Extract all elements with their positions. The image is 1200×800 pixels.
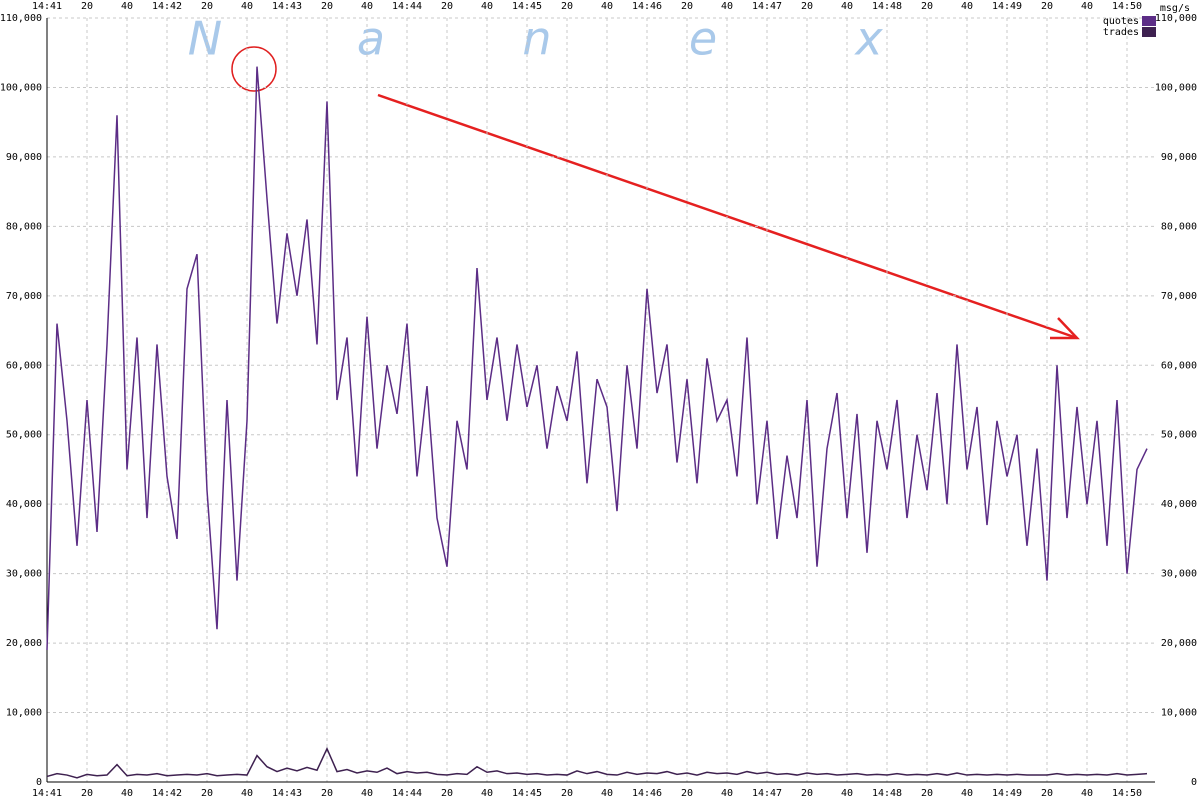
x-tick-label: 40 bbox=[121, 788, 133, 799]
x-tick-label: 40 bbox=[961, 788, 973, 799]
line-trades bbox=[46, 746, 1148, 779]
x-tick-label: 14:45 bbox=[512, 788, 542, 799]
y-tick-label: 110,000 bbox=[0, 13, 42, 24]
x-tick-label: 14:46 bbox=[632, 788, 662, 799]
y-tick-label-right: 80,000 bbox=[1161, 221, 1197, 232]
x-tick-label: 40 bbox=[481, 788, 493, 799]
y-axis-label: msg/s bbox=[1160, 3, 1190, 14]
y-tick-label-right: 110,000 bbox=[1155, 13, 1197, 24]
y-tick-label: 60,000 bbox=[6, 360, 42, 371]
x-tick-label-top: 14:43 bbox=[272, 1, 302, 12]
x-tick-label-top: 14:47 bbox=[752, 1, 782, 12]
y-tick-label: 10,000 bbox=[6, 708, 42, 719]
x-tick-label-top: 14:48 bbox=[872, 1, 902, 12]
x-tick-label: 14:48 bbox=[872, 788, 902, 799]
x-tick-label-top: 40 bbox=[1081, 1, 1093, 12]
x-tick-label-top: 40 bbox=[721, 1, 733, 12]
y-tick-label-right: 20,000 bbox=[1161, 638, 1197, 649]
x-tick-label-top: 14:41 bbox=[32, 1, 62, 12]
x-tick-label-top: 20 bbox=[201, 1, 213, 12]
highlight-circle bbox=[231, 46, 277, 92]
y-tick-label-right: 30,000 bbox=[1161, 569, 1197, 580]
x-tick-label-top: 14:44 bbox=[392, 1, 422, 12]
x-tick-label: 14:41 bbox=[32, 788, 62, 799]
x-tick-label-top: 14:46 bbox=[632, 1, 662, 12]
legend-label: trades bbox=[1103, 27, 1139, 38]
arrow-head bbox=[1050, 317, 1080, 340]
y-tick-label: 30,000 bbox=[6, 569, 42, 580]
x-tick-label: 20 bbox=[201, 788, 213, 799]
y-tick-label: 40,000 bbox=[6, 499, 42, 510]
line-quotes bbox=[46, 66, 1148, 651]
x-tick-label-top: 20 bbox=[1041, 1, 1053, 12]
y-tick-label-right: 60,000 bbox=[1161, 360, 1197, 371]
y-tick-label: 20,000 bbox=[6, 638, 42, 649]
x-tick-label-top: 20 bbox=[681, 1, 693, 12]
y-tick-label-right: 0 bbox=[1191, 777, 1197, 788]
x-tick-label: 40 bbox=[721, 788, 733, 799]
x-tick-label: 40 bbox=[601, 788, 613, 799]
x-tick-label-top: 14:49 bbox=[992, 1, 1022, 12]
x-tick-label: 40 bbox=[241, 788, 253, 799]
x-tick-label: 14:42 bbox=[152, 788, 182, 799]
legend-label: quotes bbox=[1103, 16, 1139, 27]
x-tick-label-top: 14:42 bbox=[152, 1, 182, 12]
y-tick-label: 50,000 bbox=[6, 430, 42, 441]
y-tick-label-right: 90,000 bbox=[1161, 152, 1197, 163]
x-tick-label: 14:49 bbox=[992, 788, 1022, 799]
x-tick-label-top: 20 bbox=[801, 1, 813, 12]
x-tick-label: 20 bbox=[921, 788, 933, 799]
x-tick-label-top: 40 bbox=[841, 1, 853, 12]
x-tick-label-top: 40 bbox=[961, 1, 973, 12]
y-tick-label: 80,000 bbox=[6, 221, 42, 232]
x-tick-label: 20 bbox=[801, 788, 813, 799]
y-tick-label: 90,000 bbox=[6, 152, 42, 163]
x-tick-label: 20 bbox=[561, 788, 573, 799]
x-tick-label-top: 40 bbox=[481, 1, 493, 12]
watermark-letter: N bbox=[188, 12, 222, 66]
x-tick-label-top: 20 bbox=[561, 1, 573, 12]
y-tick-label-right: 100,000 bbox=[1155, 82, 1197, 93]
watermark-letter: e bbox=[689, 12, 717, 66]
y-tick-label-right: 40,000 bbox=[1161, 499, 1197, 510]
x-tick-label-top: 20 bbox=[321, 1, 333, 12]
x-tick-label: 14:43 bbox=[272, 788, 302, 799]
y-tick-label: 100,000 bbox=[0, 82, 42, 93]
y-tick-label: 0 bbox=[36, 777, 42, 788]
x-tick-label: 20 bbox=[441, 788, 453, 799]
y-tick-label: 70,000 bbox=[6, 291, 42, 302]
watermark-letter: a bbox=[357, 12, 385, 66]
x-tick-label-top: 40 bbox=[121, 1, 133, 12]
x-tick-label-top: 40 bbox=[241, 1, 253, 12]
y-tick-label-right: 50,000 bbox=[1161, 430, 1197, 441]
x-tick-label-top: 20 bbox=[441, 1, 453, 12]
x-tick-label: 40 bbox=[841, 788, 853, 799]
x-tick-label: 20 bbox=[81, 788, 93, 799]
x-tick-label: 14:44 bbox=[392, 788, 422, 799]
x-tick-label: 40 bbox=[361, 788, 373, 799]
x-tick-label: 14:47 bbox=[752, 788, 782, 799]
x-tick-label: 20 bbox=[1041, 788, 1053, 799]
x-tick-label-top: 40 bbox=[361, 1, 373, 12]
legend-swatch bbox=[1142, 16, 1156, 26]
x-tick-label-top: 14:50 bbox=[1112, 1, 1142, 12]
x-tick-label-top: 14:45 bbox=[512, 1, 542, 12]
x-tick-label: 14:50 bbox=[1112, 788, 1142, 799]
x-tick-label: 40 bbox=[1081, 788, 1093, 799]
x-tick-label-top: 40 bbox=[601, 1, 613, 12]
y-tick-label-right: 70,000 bbox=[1161, 291, 1197, 302]
x-tick-label: 20 bbox=[681, 788, 693, 799]
y-tick-label-right: 10,000 bbox=[1161, 708, 1197, 719]
legend-swatch bbox=[1142, 27, 1156, 37]
x-tick-label-top: 20 bbox=[81, 1, 93, 12]
x-tick-label-top: 20 bbox=[921, 1, 933, 12]
watermark-letter: x bbox=[853, 12, 883, 66]
x-tick-label: 20 bbox=[321, 788, 333, 799]
